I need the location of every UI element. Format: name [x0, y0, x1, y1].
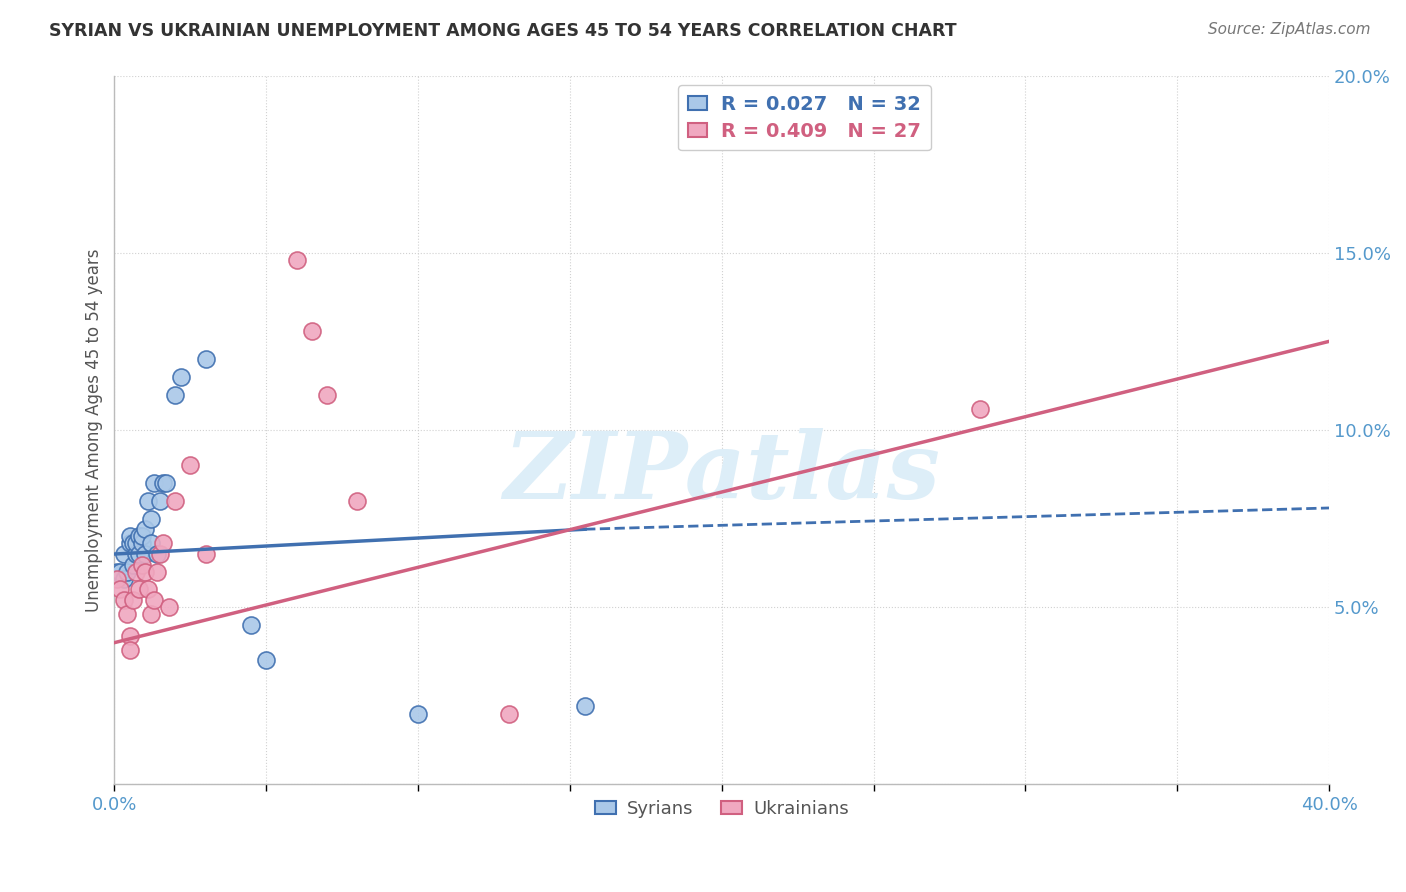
- Text: SYRIAN VS UKRAINIAN UNEMPLOYMENT AMONG AGES 45 TO 54 YEARS CORRELATION CHART: SYRIAN VS UKRAINIAN UNEMPLOYMENT AMONG A…: [49, 22, 957, 40]
- Point: [194, 547, 217, 561]
- Point: [146, 565, 169, 579]
- Point: [146, 547, 169, 561]
- Point: [157, 600, 180, 615]
- Point: [574, 699, 596, 714]
- Point: [112, 572, 135, 586]
- Point: [110, 565, 132, 579]
- Point: [121, 593, 143, 607]
- Point: [136, 494, 159, 508]
- Point: [194, 352, 217, 367]
- Point: [110, 582, 132, 597]
- Point: [128, 547, 150, 561]
- Point: [118, 529, 141, 543]
- Point: [131, 529, 153, 543]
- Point: [118, 629, 141, 643]
- Point: [124, 547, 146, 561]
- Point: [165, 494, 187, 508]
- Legend: Syrians, Ukrainians: Syrians, Ukrainians: [588, 793, 856, 825]
- Point: [128, 529, 150, 543]
- Point: [142, 593, 165, 607]
- Point: [121, 558, 143, 572]
- Point: [254, 653, 277, 667]
- Point: [134, 522, 156, 536]
- Point: [124, 536, 146, 550]
- Point: [139, 607, 162, 622]
- Point: [124, 565, 146, 579]
- Text: ZIPatlas: ZIPatlas: [503, 427, 941, 517]
- Point: [112, 547, 135, 561]
- Point: [152, 536, 174, 550]
- Point: [128, 582, 150, 597]
- Point: [107, 565, 129, 579]
- Point: [155, 476, 177, 491]
- Point: [118, 536, 141, 550]
- Point: [179, 458, 201, 473]
- Point: [142, 476, 165, 491]
- Point: [969, 401, 991, 416]
- Point: [316, 387, 339, 401]
- Point: [498, 706, 520, 721]
- Point: [170, 369, 193, 384]
- Point: [152, 476, 174, 491]
- Point: [131, 558, 153, 572]
- Point: [139, 536, 162, 550]
- Point: [165, 387, 187, 401]
- Y-axis label: Unemployment Among Ages 45 to 54 years: Unemployment Among Ages 45 to 54 years: [86, 248, 103, 612]
- Point: [136, 582, 159, 597]
- Point: [131, 536, 153, 550]
- Point: [107, 572, 129, 586]
- Point: [149, 494, 172, 508]
- Text: Source: ZipAtlas.com: Source: ZipAtlas.com: [1208, 22, 1371, 37]
- Point: [149, 547, 172, 561]
- Point: [285, 252, 308, 267]
- Point: [139, 511, 162, 525]
- Point: [115, 607, 138, 622]
- Point: [121, 536, 143, 550]
- Point: [346, 494, 368, 508]
- Point: [406, 706, 429, 721]
- Point: [118, 642, 141, 657]
- Point: [112, 593, 135, 607]
- Point: [240, 618, 263, 632]
- Point: [134, 565, 156, 579]
- Point: [134, 547, 156, 561]
- Point: [115, 565, 138, 579]
- Point: [301, 324, 323, 338]
